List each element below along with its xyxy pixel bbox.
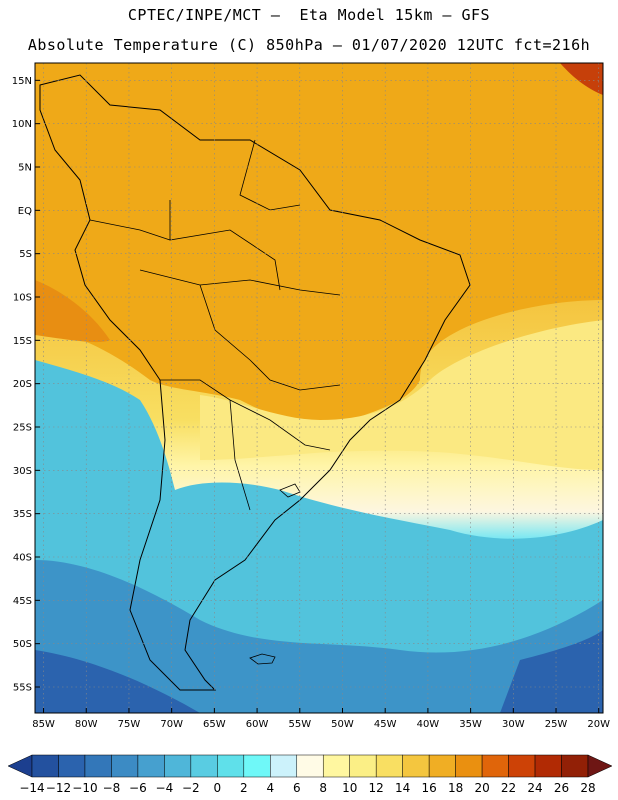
colorbar-bin [508, 754, 536, 778]
field-hot-corner [560, 63, 603, 95]
coastline [39, 74, 471, 691]
colorbar-label: 2 [240, 781, 248, 795]
graticule [35, 63, 603, 713]
colorbar-bin [349, 754, 377, 778]
lat-tick-label: 10S [13, 293, 32, 304]
colorbar-bin [455, 754, 483, 778]
colorbar-bin [190, 754, 218, 778]
field-coldest-core [35, 630, 603, 713]
colorbar-label: −4 [156, 781, 174, 795]
colorbar-label: 20 [474, 781, 489, 795]
lon-tick-label: 80W [75, 719, 98, 730]
lat-tick-label: 5N [18, 163, 32, 174]
colorbar-bin [561, 754, 589, 778]
lon-tick-label: 40W [417, 719, 440, 730]
colorbar-label: 22 [501, 781, 516, 795]
lon-tick-label: 85W [32, 719, 55, 730]
colorbar-bin [111, 754, 139, 778]
lat-tick-label: 5S [19, 249, 32, 260]
colorbar-bin [534, 754, 562, 778]
lon-tick-label: 35W [459, 719, 482, 730]
colorbar-label: −10 [72, 781, 97, 795]
colorbar-label: −6 [129, 781, 147, 795]
map-title-line1: CPTEC/INPE/MCT – Eta Model 15km – GFS [127, 6, 491, 24]
colorbar-bin [481, 754, 509, 778]
colorbar-min-arrow [7, 754, 33, 778]
colorbar-bin [270, 754, 298, 778]
lat-tick-label: 15N [12, 76, 32, 87]
colorbar-label: 24 [527, 781, 542, 795]
field-cold-core [35, 560, 603, 713]
colorbar-bin [402, 754, 430, 778]
lat-tick-label: 40S [13, 553, 32, 564]
lon-tick-label: 25W [545, 719, 568, 730]
lat-tick-label: 45S [13, 596, 32, 607]
field-tropical-warm [35, 63, 603, 424]
lat-tick-label: 30S [13, 466, 32, 477]
colorbar-label: 16 [422, 781, 437, 795]
falkland-islands [249, 653, 276, 665]
lon-tick-label: 30W [502, 719, 525, 730]
lat-tick-label: 20S [13, 379, 32, 390]
colorbar-bin [375, 754, 403, 778]
colorbar-label: −12 [46, 781, 71, 795]
colorbar-label: 6 [293, 781, 301, 795]
colorbar-bin [243, 754, 271, 778]
lon-tick-label: 65W [203, 719, 226, 730]
colorbar-label: 14 [395, 781, 410, 795]
latitude-ticks: 15N 10N 5N EQ 5S 10S 15S 20S 25S 30S 35S 40S 45S 50S 5… [12, 76, 40, 694]
colorbar-max-arrow [587, 754, 613, 778]
map-title-line2: Absolute Temperature (C) 850hPa – 01/07/… [27, 36, 591, 54]
map-frame [34, 62, 604, 714]
colorbar-label: 18 [448, 781, 463, 795]
colorbar-bin [217, 754, 245, 778]
colorbar-bin [137, 754, 165, 778]
colorbar-bin [31, 754, 59, 778]
colorbar-bin [164, 754, 192, 778]
lon-tick-label: 20W [587, 719, 610, 730]
lon-tick-label: 70W [160, 719, 183, 730]
colorbar-label: −8 [103, 781, 121, 795]
colorbar-label: −2 [182, 781, 200, 795]
lat-tick-label: 55S [13, 683, 32, 694]
field-subtropical-band [200, 320, 603, 470]
longitude-ticks: 85W 80W 75W 70W 65W 60W 55W 50W 45W 40W 35W 30W 25W 2… [32, 708, 610, 730]
lat-tick-label: 35S [13, 509, 32, 520]
colorbar-label: 4 [266, 781, 274, 795]
colorbar-label: 0 [214, 781, 222, 795]
lon-tick-label: 75W [118, 719, 141, 730]
colorbar-label: 26 [554, 781, 569, 795]
lat-tick-label: 50S [13, 639, 32, 650]
country-borders [89, 139, 341, 511]
colorbar-bin [296, 754, 324, 778]
lat-tick-label: 25S [13, 423, 32, 434]
colorbar-label: −14 [19, 781, 44, 795]
lat-tick-label: 15S [13, 336, 32, 347]
colorbar-bin [84, 754, 112, 778]
colorbar-label: 8 [319, 781, 327, 795]
colorbar-label: 10 [342, 781, 357, 795]
colorbar-label: 12 [369, 781, 384, 795]
colorbar-bin [322, 754, 350, 778]
lon-tick-label: 45W [374, 719, 397, 730]
lat-tick-label: EQ [18, 206, 32, 217]
colorbar-bin [58, 754, 86, 778]
lon-tick-label: 55W [288, 719, 311, 730]
lon-tick-label: 50W [331, 719, 354, 730]
colorbar-bin [428, 754, 456, 778]
lon-tick-label: 60W [246, 719, 269, 730]
lat-tick-label: 10N [12, 119, 32, 130]
field-tropical-hot-patch [35, 280, 110, 343]
colorbar-label: 28 [580, 781, 595, 795]
